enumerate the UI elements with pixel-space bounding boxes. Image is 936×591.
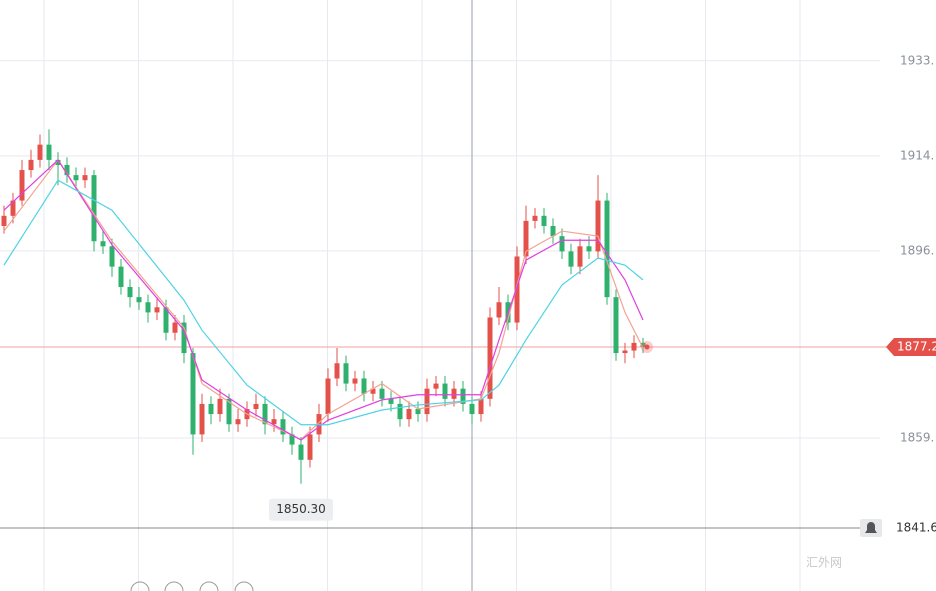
candle-body — [442, 383, 448, 399]
ma-line — [3, 158, 644, 441]
candle-body — [163, 307, 169, 333]
candle-body — [370, 388, 376, 394]
candle-body — [100, 241, 106, 247]
candle-body — [325, 378, 331, 415]
candle-body — [190, 353, 196, 435]
candle-body — [271, 419, 277, 425]
ma-line — [3, 179, 644, 426]
candle-body — [136, 297, 142, 303]
candle-body — [118, 266, 124, 287]
candle-body — [469, 403, 475, 415]
candle-body — [532, 215, 538, 221]
candle-body — [379, 388, 385, 399]
candle-body — [307, 434, 313, 460]
ma-line — [3, 158, 644, 441]
candle-body — [73, 175, 79, 181]
candle-body — [109, 246, 115, 267]
price-tag — [886, 337, 936, 356]
watermark: 汇外网 — [806, 556, 842, 570]
annotation-label: 1850.30 — [276, 502, 326, 516]
candle-body — [586, 246, 592, 252]
candle-body — [91, 175, 97, 242]
candle-body — [640, 342, 646, 347]
current-price: 1877.2 — [897, 339, 936, 353]
candle-body — [235, 419, 241, 425]
candle-body — [514, 256, 520, 323]
candle-body — [487, 317, 493, 399]
candle-body — [127, 286, 133, 298]
candle-body — [595, 200, 601, 252]
y-tick-label: 1933. — [900, 53, 934, 67]
last-point — [644, 344, 650, 350]
toolbar — [130, 581, 254, 591]
candle-body — [10, 200, 16, 216]
candle-body — [361, 378, 367, 394]
candle-body — [55, 159, 61, 165]
candle-body — [343, 363, 349, 384]
candle-body — [388, 398, 394, 404]
candle-body — [181, 322, 187, 354]
bell-icon — [865, 521, 877, 533]
candle-body — [604, 200, 610, 298]
candle-body — [64, 164, 70, 176]
y-tick-label: 1859. — [900, 430, 934, 444]
candle-body — [577, 246, 583, 267]
tool-button[interactable] — [234, 581, 254, 591]
candle-body — [334, 363, 340, 379]
candle-body — [46, 144, 52, 160]
candle-body — [253, 403, 259, 409]
candle-body — [145, 302, 151, 313]
y-tick-label: 1896. — [900, 243, 934, 257]
candle-body — [262, 403, 268, 425]
candle-body — [415, 408, 421, 415]
candle-body — [631, 342, 637, 351]
candle-body — [82, 175, 88, 181]
candle-body — [523, 220, 529, 257]
tool-button[interactable] — [130, 581, 150, 591]
candle-body — [217, 398, 223, 415]
candle-body — [613, 297, 619, 354]
candle-body — [37, 144, 43, 160]
candle-body — [460, 388, 466, 404]
candle-body — [478, 398, 484, 415]
candle-body — [433, 383, 439, 389]
candle-body — [289, 434, 295, 445]
candle-body — [226, 398, 232, 425]
tool-button[interactable] — [199, 581, 219, 591]
candle-body — [1, 215, 7, 226]
candle-body — [154, 307, 160, 313]
candle-body — [622, 350, 628, 354]
candle-body — [199, 403, 205, 435]
candle-body — [397, 403, 403, 420]
candle-body — [352, 378, 358, 384]
alert-price: 1841.6 — [896, 520, 936, 534]
candle-body — [550, 225, 556, 237]
candle-body — [208, 403, 214, 415]
annotation-box — [269, 498, 333, 521]
candle-body — [451, 388, 457, 399]
y-tick-label: 1914. — [900, 148, 934, 162]
candle-body — [406, 408, 412, 420]
candle-body — [568, 251, 574, 267]
tool-button[interactable] — [164, 581, 184, 591]
candle-body — [172, 322, 178, 333]
candle-body — [541, 215, 547, 226]
candle-body — [19, 170, 25, 201]
candle-body — [298, 444, 304, 460]
candle-body — [496, 302, 502, 318]
candle-body — [280, 419, 286, 435]
candle-body — [424, 388, 430, 415]
candle-body — [28, 159, 34, 171]
candle-body — [559, 236, 565, 252]
